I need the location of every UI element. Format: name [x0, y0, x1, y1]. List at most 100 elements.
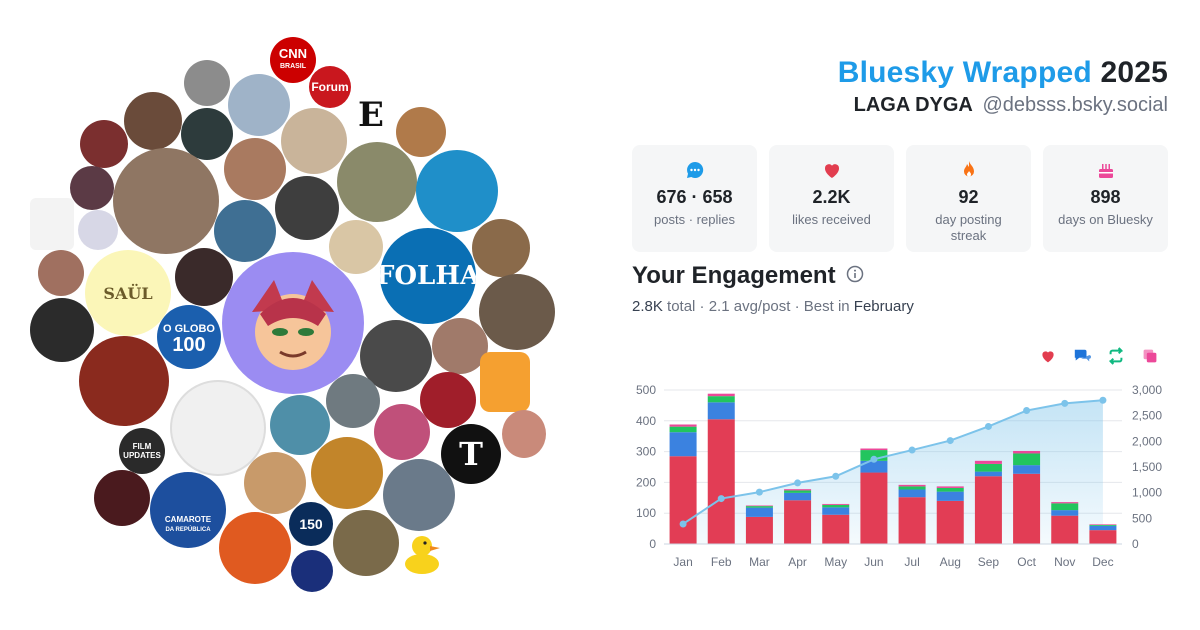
avatar[interactable]: 150 — [289, 502, 333, 546]
avatar[interactable] — [502, 410, 546, 458]
avatar[interactable] — [420, 372, 476, 428]
bar-segment — [898, 497, 926, 544]
y2-tick-label: 2,500 — [1132, 409, 1162, 423]
avatar[interactable] — [479, 274, 555, 350]
nyt-logo[interactable]: T — [441, 424, 501, 484]
avatar[interactable] — [270, 395, 330, 455]
avatar[interactable] — [374, 404, 430, 460]
bar-segment — [745, 506, 773, 508]
avatar[interactable] — [275, 176, 339, 240]
total-value: 2.8K — [632, 298, 663, 315]
avatar[interactable] — [70, 166, 114, 210]
engagement-chart: 0 100 200 300 400 500 0 500 1,000 1,500 2,000 2,500… — [636, 383, 1162, 569]
avatar[interactable] — [219, 512, 291, 584]
heart-icon[interactable] — [1038, 346, 1058, 366]
avatar[interactable] — [337, 142, 417, 222]
bar-segment — [860, 472, 888, 544]
estadao-logo[interactable]: E — [352, 95, 390, 135]
cumulative-point — [870, 455, 878, 463]
bar-segment — [707, 402, 735, 420]
avatar[interactable] — [333, 510, 399, 576]
duck-icon — [405, 536, 440, 574]
x-tick-label: Jan — [673, 555, 692, 569]
y-tick-label: 100 — [636, 506, 656, 520]
y-tick-label: 200 — [636, 475, 656, 489]
avatar[interactable] — [472, 219, 530, 277]
cumulative-point — [679, 520, 687, 528]
x-tick-label: Feb — [711, 555, 732, 569]
avatar[interactable] — [38, 250, 84, 296]
avatar[interactable] — [311, 437, 383, 509]
cumulative-point — [794, 479, 802, 487]
cnn-brasil-logo[interactable]: CNN BRASIL — [270, 37, 316, 83]
stats-row: 676 · 658 posts · replies 2.2K likes rec… — [632, 145, 1168, 252]
bar-segment — [860, 460, 888, 473]
avatar[interactable] — [30, 198, 74, 250]
avatar[interactable] — [244, 452, 306, 514]
stat-label: day posting streak — [935, 212, 1002, 243]
avatar[interactable] — [78, 210, 118, 250]
avatar[interactable] — [329, 220, 383, 274]
info-icon[interactable] — [846, 262, 864, 290]
avatar[interactable] — [214, 200, 276, 262]
avatar[interactable] — [480, 352, 530, 412]
avatar[interactable] — [228, 74, 290, 136]
avatar-featured[interactable] — [222, 252, 364, 394]
folha-logo[interactable]: FOLHA — [380, 228, 476, 324]
cumulative-point — [1023, 407, 1031, 415]
avatar[interactable] — [113, 148, 219, 254]
bar-segment — [745, 507, 773, 517]
bar-segment — [974, 471, 1002, 477]
avatar[interactable] — [124, 92, 182, 150]
bar-segment — [1013, 473, 1041, 544]
logo-text: 150 — [299, 516, 323, 532]
bar-segment — [822, 507, 850, 515]
repost-icon[interactable] — [1106, 346, 1126, 366]
avatar[interactable] — [224, 138, 286, 200]
bar-segment — [707, 393, 735, 397]
user-handle[interactable]: @debsss.bsky.social — [982, 94, 1168, 116]
brand-title: Bluesky Wrapped — [837, 56, 1092, 89]
avatar[interactable] — [175, 248, 233, 306]
avatar[interactable] — [291, 550, 333, 592]
cumulative-point — [1099, 396, 1107, 404]
avatar[interactable] — [79, 336, 169, 426]
x-tick-label: Jul — [904, 555, 919, 569]
bar-segment — [669, 456, 697, 544]
avatar[interactable] — [94, 470, 150, 526]
bar-segment — [669, 432, 697, 457]
film-updates-logo[interactable]: FILM UPDATES — [119, 428, 165, 474]
avatar[interactable] — [383, 459, 455, 531]
bar-segment — [1089, 530, 1117, 544]
avatar[interactable] — [181, 108, 233, 160]
avatar[interactable] — [281, 108, 347, 174]
avatar[interactable] — [432, 318, 488, 374]
avatar[interactable] — [30, 298, 94, 362]
logo-text: DA REPÚBLICA — [165, 527, 211, 533]
stat-value: 676 · 658 — [656, 187, 733, 207]
stat-label: likes received — [792, 212, 871, 227]
y2-tick-label: 1,500 — [1132, 460, 1162, 474]
bar-segment — [669, 424, 697, 427]
camarote-logo[interactable]: CAMAROTE DA REPÚBLICA — [150, 472, 226, 548]
duck-icon[interactable] — [402, 530, 442, 576]
avatar[interactable] — [396, 107, 446, 157]
avatar[interactable] — [326, 374, 380, 428]
avatar[interactable] — [184, 60, 230, 106]
oglobo-logo[interactable]: O GLOBO 100 — [157, 305, 221, 369]
bar-segment — [784, 489, 812, 491]
reply-icon[interactable] — [1072, 346, 1092, 366]
avatar[interactable] — [170, 380, 266, 476]
forum-logo[interactable]: Forum — [309, 66, 351, 108]
y-tick-label: 500 — [636, 383, 656, 397]
y2-tick-label: 500 — [1132, 511, 1152, 525]
avatar[interactable] — [80, 120, 128, 168]
bar-segment — [898, 484, 926, 487]
y2-tick-label: 2,000 — [1132, 434, 1162, 448]
bar-segment — [745, 516, 773, 544]
logo-text: Forum — [311, 80, 349, 94]
avatar[interactable] — [360, 320, 432, 392]
avatar[interactable] — [416, 150, 498, 232]
quote-icon[interactable] — [1140, 346, 1160, 366]
saul-avatar[interactable]: SAÜL — [85, 250, 171, 336]
